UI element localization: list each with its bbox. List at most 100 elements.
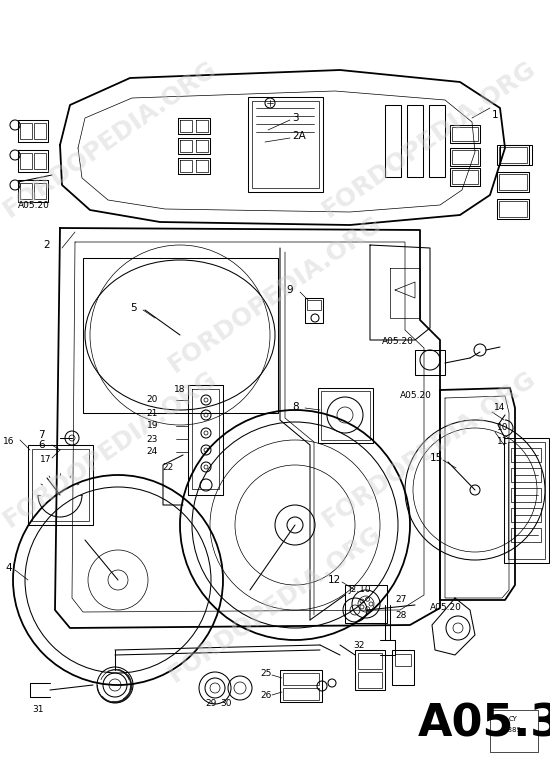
Text: fi: fi — [488, 710, 493, 718]
Text: 19: 19 — [146, 422, 158, 430]
Text: 2A: 2A — [292, 131, 306, 141]
Text: 2: 2 — [43, 240, 50, 250]
Bar — [34, 183, 46, 199]
Text: A05.30: A05.30 — [418, 702, 550, 745]
Bar — [499, 201, 527, 217]
Bar — [318, 388, 373, 443]
Text: 22: 22 — [162, 464, 173, 472]
Bar — [511, 448, 541, 462]
Bar — [18, 180, 48, 202]
Bar — [500, 145, 532, 165]
Circle shape — [470, 485, 480, 495]
Text: 9: 9 — [286, 285, 293, 295]
Text: 7: 7 — [38, 430, 45, 440]
Bar — [450, 125, 480, 143]
Bar — [499, 174, 527, 190]
Bar — [450, 148, 480, 166]
Bar — [280, 670, 322, 702]
Text: J2.10: J2.10 — [348, 585, 371, 594]
Text: 21: 21 — [147, 409, 158, 417]
Bar — [28, 445, 93, 525]
Bar — [504, 438, 549, 563]
Bar — [415, 350, 445, 375]
Bar — [452, 170, 478, 184]
Text: 0889: 0889 — [504, 727, 522, 733]
Text: FORDOPEDIA.ORG: FORDOPEDIA.ORG — [0, 366, 221, 532]
Text: 14: 14 — [494, 403, 505, 413]
Text: 30: 30 — [220, 698, 232, 707]
Bar — [18, 150, 48, 172]
Text: 3: 3 — [292, 113, 299, 123]
Bar — [321, 391, 370, 440]
Bar — [497, 172, 529, 192]
Bar — [452, 150, 478, 164]
Text: 15: 15 — [430, 453, 443, 463]
Text: FORDOPEDIA.ORG: FORDOPEDIA.ORG — [318, 57, 540, 222]
Text: FORDOPEDIA.ORG: FORDOPEDIA.ORG — [164, 521, 386, 687]
Text: 17: 17 — [40, 456, 52, 464]
Bar — [450, 168, 480, 186]
Bar — [283, 688, 319, 700]
Text: 8: 8 — [292, 402, 299, 412]
Text: FORDOPEDIA.ORG: FORDOPEDIA.ORG — [318, 366, 540, 532]
Bar — [83, 258, 278, 413]
Text: 20: 20 — [147, 396, 158, 405]
Bar — [511, 528, 541, 542]
Text: 12: 12 — [328, 575, 341, 585]
Bar — [20, 123, 32, 139]
Bar — [511, 468, 541, 482]
Bar — [34, 123, 46, 139]
Bar — [345, 585, 387, 623]
Text: A05.20: A05.20 — [382, 337, 414, 347]
Bar — [358, 653, 382, 669]
Bar — [20, 183, 32, 199]
Text: 1: 1 — [492, 110, 499, 120]
Bar — [305, 298, 323, 323]
Text: 10: 10 — [497, 423, 509, 433]
Bar — [497, 145, 529, 165]
Bar — [508, 442, 545, 559]
Bar — [20, 153, 32, 169]
Text: 31: 31 — [32, 705, 43, 714]
Bar — [248, 97, 323, 192]
Bar — [252, 101, 319, 188]
Text: 6: 6 — [38, 440, 45, 450]
Text: A05.20: A05.20 — [400, 391, 432, 399]
Text: 26: 26 — [260, 691, 271, 700]
Bar — [452, 127, 478, 141]
Text: CY: CY — [509, 716, 518, 722]
Text: 27: 27 — [395, 595, 406, 604]
Bar — [499, 147, 527, 163]
Bar — [490, 710, 538, 752]
Bar — [307, 300, 321, 310]
Text: 24: 24 — [147, 447, 158, 457]
Bar — [355, 650, 385, 690]
Bar — [34, 153, 46, 169]
Text: A05.20: A05.20 — [18, 200, 50, 210]
Bar — [385, 105, 401, 177]
Text: 32: 32 — [353, 641, 364, 649]
Bar — [429, 105, 445, 177]
Text: 11: 11 — [497, 437, 509, 447]
Bar — [511, 488, 541, 502]
Bar — [32, 449, 89, 521]
Text: 28: 28 — [395, 611, 406, 619]
Text: FORDOPEDIA.ORG: FORDOPEDIA.ORG — [164, 211, 386, 377]
Text: 16: 16 — [3, 437, 14, 447]
Text: 5: 5 — [130, 303, 136, 313]
Bar — [392, 650, 414, 685]
Text: 29: 29 — [205, 698, 216, 707]
Bar — [283, 673, 319, 685]
Text: 18: 18 — [173, 385, 185, 395]
Text: 25: 25 — [260, 669, 271, 677]
Text: FORDOPEDIA.ORG: FORDOPEDIA.ORG — [0, 57, 221, 222]
Bar — [18, 120, 48, 142]
Text: 4: 4 — [5, 563, 12, 573]
Text: 23: 23 — [147, 434, 158, 444]
Bar — [395, 654, 411, 666]
Bar — [407, 105, 423, 177]
Bar — [511, 508, 541, 522]
Bar — [497, 199, 529, 219]
Text: A05.20: A05.20 — [430, 604, 462, 612]
Bar — [358, 672, 382, 688]
